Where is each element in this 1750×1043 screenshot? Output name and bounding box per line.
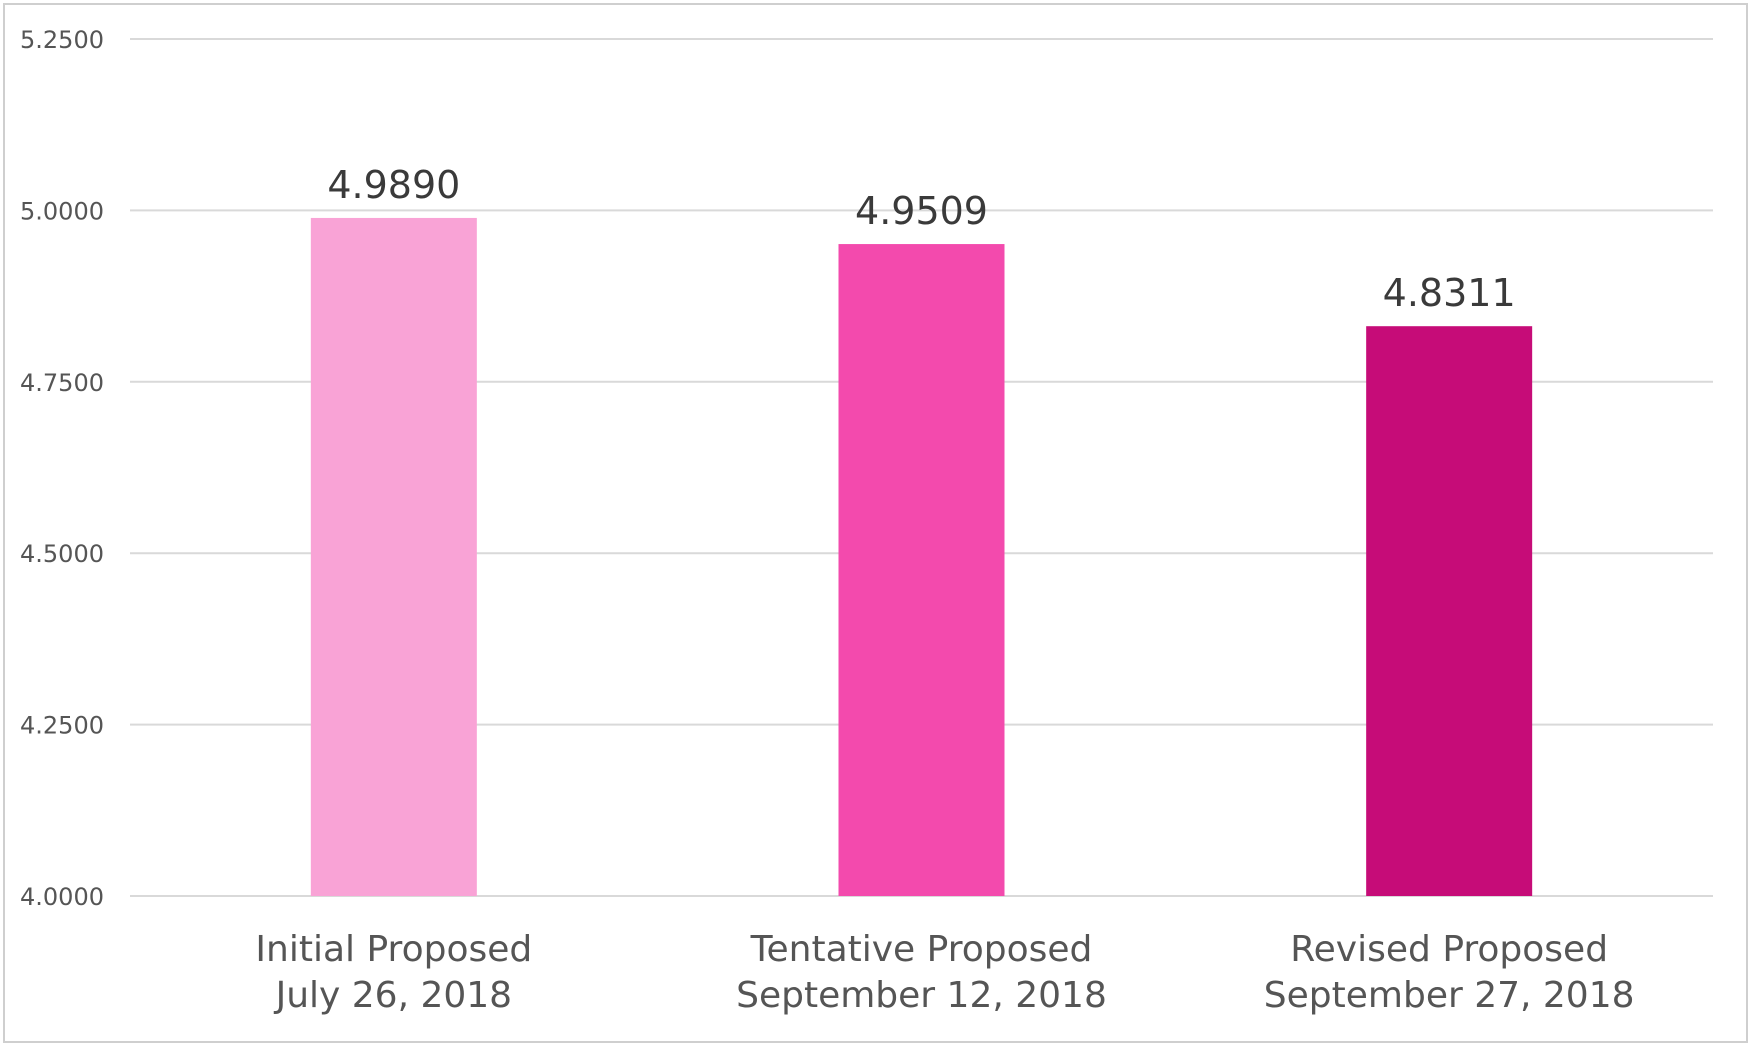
y-tick-label: 4.2500 [20,712,104,740]
category-label: Revised Proposed [1290,929,1608,970]
data-labels: 4.9890 4.9509 4.8311 [327,163,1515,315]
x-axis-category-labels: Initial Proposed July 26, 2018 Tentative P… [255,929,1634,1016]
data-label: 4.8311 [1383,271,1516,315]
y-tick-label: 4.7500 [20,369,104,397]
bars [310,217,1533,897]
data-label: 4.9890 [327,163,460,207]
y-tick-label: 5.0000 [20,197,104,225]
category-label: Initial Proposed [255,929,532,970]
y-tick-label: 5.2500 [20,26,104,54]
category-label: September 27, 2018 [1264,975,1635,1016]
y-tick-label: 4.5000 [20,540,104,568]
y-axis-tick-labels: 5.2500 5.0000 4.7500 4.5000 4.2500 4.0000 [20,26,104,911]
category-label: Tentative Proposed [750,929,1093,970]
category-label: July 26, 2018 [274,975,513,1016]
bar [1366,326,1533,896]
category-label: September 12, 2018 [736,975,1107,1016]
bar [838,244,1005,896]
bar [310,217,477,897]
data-label: 4.9509 [855,189,988,233]
y-tick-label: 4.0000 [20,883,104,911]
